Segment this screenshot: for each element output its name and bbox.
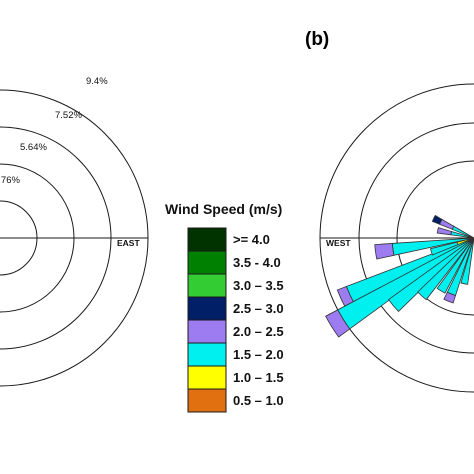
petal-9-segment-1 — [436, 227, 453, 236]
petal-4-segment-0 — [417, 237, 474, 301]
petal-10-segment-1 — [439, 218, 455, 230]
petal-3-segment-0 — [388, 237, 474, 312]
legend-swatch-3 — [187, 296, 227, 321]
legend-items: >= 4.0 3.5 - 4.0 3.0 – 3.5 2.5 – 3.0 2.0 – 2… — [187, 227, 284, 413]
legend-label-5: 1.5 – 2.0 — [233, 347, 284, 362]
legend-label-2: 3.0 – 3.5 — [233, 278, 284, 293]
left-wind-rose: 9.4% 7.52% 5.64% 3.76% EAST — [0, 76, 149, 387]
wind-petals — [325, 214, 474, 338]
legend-label-4: 2.0 – 2.5 — [233, 324, 284, 339]
petal-0-segment-1 — [374, 243, 395, 260]
wind-speed-legend: Wind Speed (m/s) >= 4.0 3.5 - 4.0 3.0 – 3.… — [165, 201, 284, 413]
west-label: WEST — [326, 238, 351, 248]
legend-label-1: 3.5 - 4.0 — [233, 255, 281, 270]
legend-swatch-6 — [187, 365, 227, 390]
legend-label-7: 0.5 – 1.0 — [233, 393, 284, 408]
ring-label-3-76: 3.76% — [0, 175, 20, 186]
legend-title: Wind Speed (m/s) — [165, 201, 282, 217]
legend-swatch-5 — [187, 342, 227, 367]
legend-swatch-7 — [187, 388, 227, 413]
legend-label-3: 2.5 – 3.0 — [233, 301, 284, 316]
petal-6-segment-1 — [443, 291, 457, 304]
legend-swatch-1 — [187, 250, 227, 275]
legend-swatch-0 — [187, 227, 227, 252]
legend-swatch-4 — [187, 319, 227, 344]
ring-label-9-4: 9.4% — [86, 76, 108, 87]
ring-label-7-52: 7.52% — [55, 110, 82, 121]
petal-5-segment-0 — [436, 237, 474, 294]
petal-2-segment-1 — [325, 309, 351, 338]
right-wind-rose: (b) WEST — [305, 29, 474, 393]
east-label: EAST — [117, 238, 140, 248]
petal-7-segment-0 — [460, 237, 474, 285]
legend-label-0: >= 4.0 — [233, 232, 270, 247]
petal-10-segment-2 — [431, 214, 443, 225]
ring-label-5-64: 5.64% — [20, 142, 47, 153]
legend-swatch-2 — [187, 273, 227, 298]
legend-label-6: 1.0 – 1.5 — [233, 370, 284, 385]
petal-8-segment-1 — [429, 241, 459, 256]
panel-label-b: (b) — [305, 29, 329, 50]
